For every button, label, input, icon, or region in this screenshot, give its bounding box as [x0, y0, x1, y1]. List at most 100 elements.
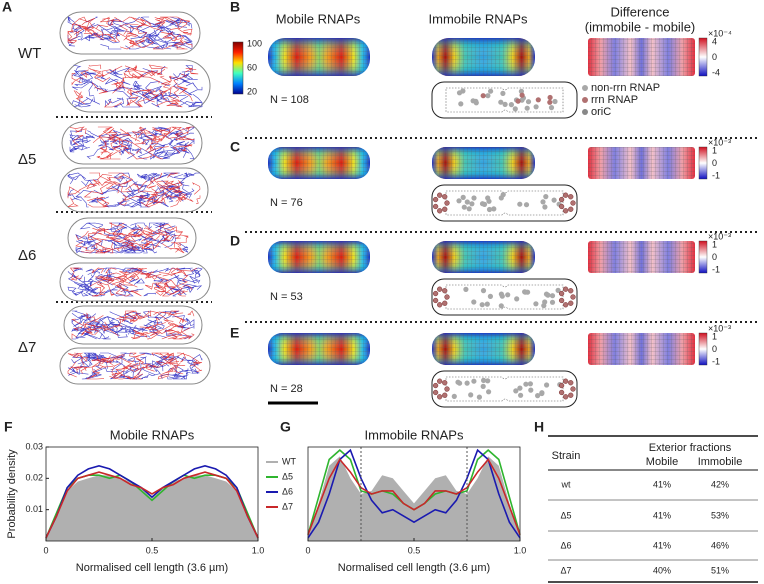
sample-size: N = 76	[270, 197, 303, 209]
rnap-dot	[469, 201, 475, 207]
legend-label: oriC	[591, 106, 611, 118]
rrn-dot	[570, 386, 576, 392]
polymer-trace	[67, 352, 203, 380]
heatmap-grid	[432, 147, 535, 179]
rnap-dot	[549, 293, 556, 299]
cell-outline	[59, 167, 209, 213]
rrn-dot	[432, 290, 439, 297]
heatmap-grid	[432, 241, 535, 273]
rrn-dot	[432, 382, 439, 389]
rnap-dot	[486, 198, 492, 204]
rnap-dot	[527, 381, 534, 387]
diff-tick-label: 0	[712, 158, 717, 168]
rrn-dot	[432, 196, 439, 203]
rnap-dot	[499, 293, 505, 299]
diff-tick-label: 0	[712, 252, 717, 262]
polymer-trace	[67, 16, 193, 50]
strain-label: Δ7	[18, 339, 36, 356]
rnap-dot	[543, 291, 550, 297]
rnap-dot	[517, 201, 523, 207]
diff-tick-label: -4	[712, 67, 720, 77]
strain-label: Δ5	[18, 151, 36, 168]
cell-outline	[63, 59, 211, 113]
legend-label: WT	[282, 456, 296, 466]
rnap-dot	[498, 195, 504, 201]
rrn-dot	[563, 378, 569, 384]
rrn-dot	[563, 302, 569, 308]
cell-outline	[63, 305, 203, 345]
rnap-dot	[464, 380, 470, 386]
rrn-dot	[568, 380, 574, 386]
heatmap-grid	[588, 241, 695, 273]
rnap-dot	[485, 93, 491, 99]
rnap-dot	[528, 387, 534, 393]
cell-schematic	[431, 184, 578, 222]
line	[45, 464, 259, 539]
table-cell: 41%	[653, 540, 671, 550]
rnap-dot	[451, 393, 457, 399]
rnap-dot	[471, 195, 477, 201]
chart-title: Immobile RNAPs	[365, 427, 464, 442]
colorbar-tick-label: 20	[247, 86, 257, 96]
area	[308, 456, 520, 541]
table-cell: 41%	[653, 510, 671, 520]
rrn-dot	[563, 394, 569, 400]
table-cell: Δ5	[560, 510, 571, 520]
rrn-dot	[442, 392, 448, 398]
rnap-dot	[540, 199, 546, 205]
table-header: Exterior fractions	[649, 442, 732, 454]
rrn-dot	[563, 192, 569, 198]
x-axis-label: Normalised cell length (3.6 µm)	[76, 562, 228, 574]
panel-label: A	[2, 0, 12, 15]
rrn-dot	[568, 206, 574, 212]
panel-label: F	[4, 419, 13, 435]
rnap-dot	[555, 287, 561, 293]
heatmap-grid	[588, 38, 695, 76]
cell-schematic	[431, 370, 578, 408]
rnap-dot	[551, 197, 557, 203]
rrn-dot	[558, 297, 565, 304]
rrn-dot	[558, 382, 565, 389]
polymer-trace	[67, 172, 201, 208]
diff-colorbar	[698, 240, 708, 274]
panel-label: E	[230, 325, 239, 341]
y-tick-label: 0.02	[25, 473, 43, 483]
nucleoid-outline	[445, 87, 564, 113]
colorbar-tick-label: 60	[247, 62, 257, 72]
diff-scale: ×10⁻⁴	[708, 28, 732, 38]
legend-label: non-rrn RNAP	[591, 82, 660, 94]
colorbar-tick-label: 100	[247, 38, 262, 48]
rnap-dot	[458, 101, 464, 107]
legend-label: Δ5	[282, 471, 293, 481]
rnap-dot	[552, 98, 558, 105]
rnap-dot	[548, 105, 555, 111]
rnap-dot	[513, 388, 519, 394]
polymer-trace	[75, 222, 189, 254]
heatmap-grid	[268, 38, 370, 76]
rrn-dot	[570, 294, 576, 300]
rnap-dot	[484, 301, 490, 307]
rnap-dot	[498, 99, 504, 105]
rnap-dot	[476, 394, 482, 400]
table-cell: 41%	[653, 479, 671, 489]
rrn-dot	[437, 208, 443, 214]
rrn-dot	[558, 196, 565, 203]
rnap-dot	[455, 379, 461, 385]
sample-size: N = 53	[270, 291, 303, 303]
rnap-dot	[512, 106, 518, 112]
rrn-dot	[568, 194, 574, 200]
rrn-dot	[558, 389, 565, 396]
rrn-dot	[558, 203, 565, 210]
panel-label: G	[280, 419, 291, 435]
rnap-dot	[464, 199, 470, 205]
table-cell: 42%	[711, 479, 729, 489]
polymer-trace	[71, 64, 199, 108]
rrn-dot	[442, 380, 448, 386]
strain-label: WT	[18, 45, 41, 62]
panel-label: H	[534, 419, 544, 435]
diff-tick-label: 1	[712, 145, 717, 155]
rrn-dot	[444, 200, 450, 206]
sample-size: N = 28	[270, 383, 303, 395]
panel-label: B	[230, 0, 240, 15]
x-tick-label: 0	[305, 545, 310, 555]
